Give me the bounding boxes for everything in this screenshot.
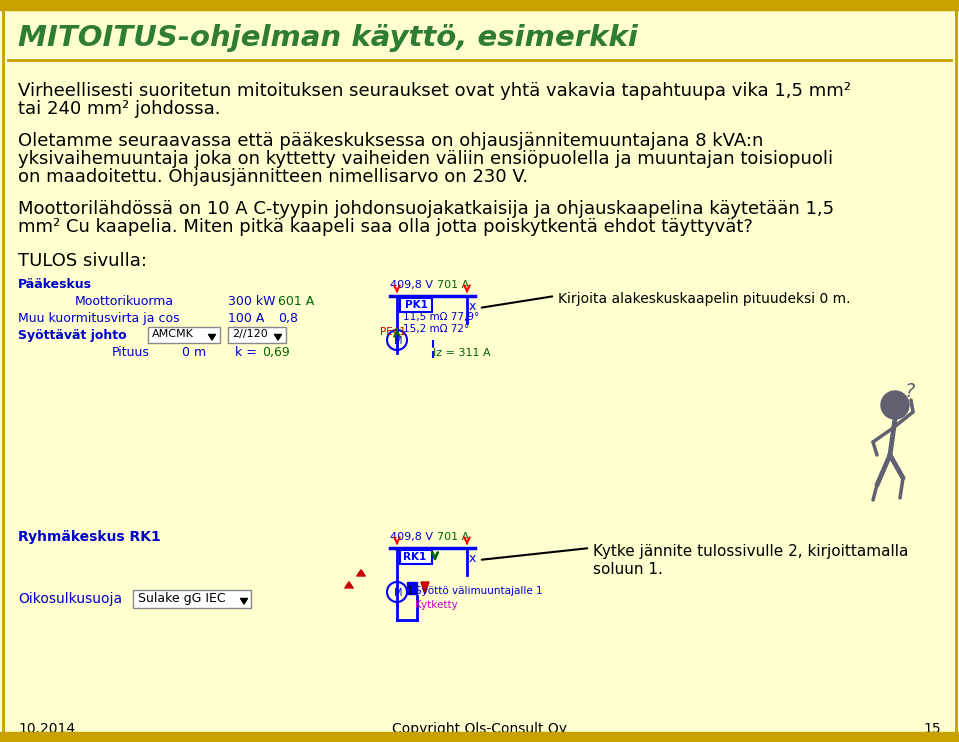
- Text: M: M: [394, 588, 403, 598]
- Text: 300 kW: 300 kW: [228, 295, 275, 308]
- Polygon shape: [421, 582, 429, 594]
- Text: 701 A: 701 A: [437, 532, 469, 542]
- Text: 701 A: 701 A: [437, 280, 469, 290]
- Text: x: x: [469, 552, 477, 565]
- Text: PK1: PK1: [405, 300, 428, 310]
- Text: TULOS sivulla:: TULOS sivulla:: [18, 252, 147, 270]
- Text: 0,69: 0,69: [262, 346, 290, 359]
- Bar: [0, 732, 959, 742]
- Text: PE41: PE41: [380, 327, 406, 337]
- FancyBboxPatch shape: [228, 327, 286, 343]
- Text: Sulake gG IEC: Sulake gG IEC: [138, 592, 225, 605]
- Text: RK1: RK1: [403, 552, 426, 562]
- Text: Syöttävät johto: Syöttävät johto: [18, 329, 127, 342]
- FancyBboxPatch shape: [148, 327, 220, 343]
- FancyArrowPatch shape: [274, 335, 282, 340]
- Text: Moottorikuorma: Moottorikuorma: [75, 295, 175, 308]
- Circle shape: [881, 391, 909, 419]
- Text: 601 A: 601 A: [278, 295, 315, 308]
- Text: 11,5 mΩ 77,9°: 11,5 mΩ 77,9°: [403, 312, 480, 322]
- Text: 1: 1: [407, 586, 413, 596]
- Bar: [0, 0, 959, 10]
- Text: yksivaihemuuntaja joka on kyttetty vaiheiden väliin ensiöpuolella ja muuntajan t: yksivaihemuuntaja joka on kyttetty vaihe…: [18, 150, 833, 168]
- Text: 15: 15: [924, 722, 941, 736]
- Text: mm² Cu kaapelia. Miten pitkä kaapeli saa olla jotta poiskytkentä ehdot täyttyvät: mm² Cu kaapelia. Miten pitkä kaapeli saa…: [18, 218, 753, 236]
- Text: Oikosulkusuoja: Oikosulkusuoja: [18, 592, 122, 606]
- FancyBboxPatch shape: [400, 298, 432, 312]
- FancyArrowPatch shape: [208, 335, 216, 340]
- Text: 15,2 mΩ 72°: 15,2 mΩ 72°: [403, 324, 469, 334]
- Text: M: M: [394, 336, 403, 346]
- Bar: [407, 582, 417, 594]
- Text: Pääkeskus: Pääkeskus: [18, 278, 92, 291]
- Text: AMCMK: AMCMK: [152, 329, 194, 339]
- Polygon shape: [357, 570, 365, 576]
- Text: Virheellisesti suoritetun mitoituksen seuraukset ovat yhtä vakavia tapahtuupa vi: Virheellisesti suoritetun mitoituksen se…: [18, 82, 851, 100]
- Text: Copyright Ols-Consult Oy: Copyright Ols-Consult Oy: [391, 722, 567, 736]
- Text: 409,8 V: 409,8 V: [390, 280, 433, 290]
- Text: on maadoitettu. Ohjausjännitteen nimellisarvo on 230 V.: on maadoitettu. Ohjausjännitteen nimelli…: [18, 168, 528, 186]
- FancyArrowPatch shape: [241, 599, 247, 604]
- FancyBboxPatch shape: [400, 550, 432, 564]
- Text: 10.2014: 10.2014: [18, 722, 75, 736]
- Text: MITOITUS-ohjelman käyttö, esimerkki: MITOITUS-ohjelman käyttö, esimerkki: [18, 24, 638, 52]
- Text: Kirjoita alakeskuskaapelin pituudeksi 0 m.: Kirjoita alakeskuskaapelin pituudeksi 0 …: [558, 292, 851, 306]
- Text: 0,8: 0,8: [278, 312, 298, 325]
- FancyBboxPatch shape: [133, 590, 251, 608]
- Text: 100 A: 100 A: [228, 312, 265, 325]
- Text: Iz = 311 A: Iz = 311 A: [433, 348, 491, 358]
- Text: k =: k =: [235, 346, 257, 359]
- Polygon shape: [345, 582, 353, 588]
- Text: Kytke jännite tulossivulle 2, kirjoittamalla: Kytke jännite tulossivulle 2, kirjoittam…: [593, 544, 908, 559]
- Text: Muu kuormitusvirta ja cos: Muu kuormitusvirta ja cos: [18, 312, 179, 325]
- Text: Syöttö välimuuntajalle 1: Syöttö välimuuntajalle 1: [415, 586, 543, 596]
- Text: Pituus: Pituus: [112, 346, 150, 359]
- Text: x: x: [469, 300, 477, 313]
- Text: tai 240 mm² johdossa.: tai 240 mm² johdossa.: [18, 100, 221, 118]
- Text: Moottorilähdössä on 10 A C-tyypin johdonsuojakatkaisija ja ohjauskaapelina käyte: Moottorilähdössä on 10 A C-tyypin johdon…: [18, 200, 834, 218]
- Text: 0 m: 0 m: [182, 346, 206, 359]
- Text: 2//120: 2//120: [232, 329, 268, 339]
- Text: Ryhmäkeskus RK1: Ryhmäkeskus RK1: [18, 530, 161, 544]
- Text: Oletamme seuraavassa että pääkeskuksessa on ohjausjännitemuuntajana 8 kVA:n: Oletamme seuraavassa että pääkeskuksessa…: [18, 132, 763, 150]
- Text: Kytketty: Kytketty: [415, 600, 457, 610]
- Text: 409,8 V: 409,8 V: [390, 532, 433, 542]
- Text: soluun 1.: soluun 1.: [593, 562, 663, 577]
- Text: ?: ?: [905, 382, 916, 401]
